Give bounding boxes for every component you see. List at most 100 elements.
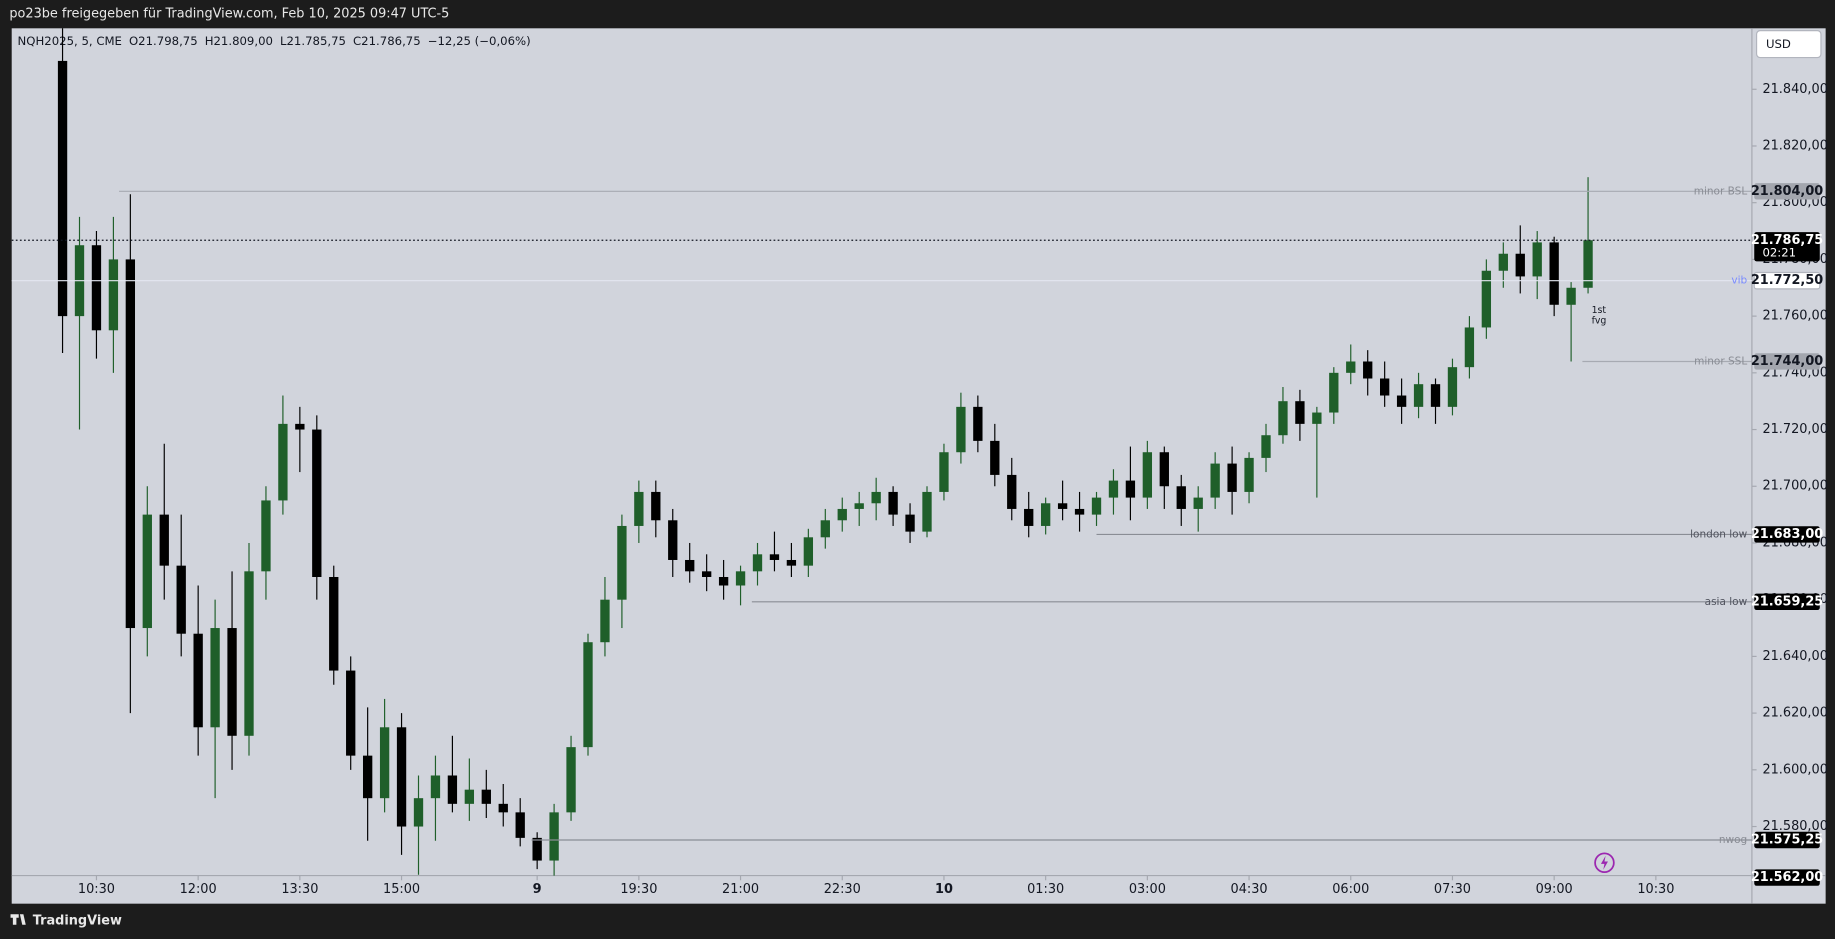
candle-body [396,727,407,827]
y-tick-label: 21.720,00 [1762,422,1827,437]
candle-body [278,423,288,501]
candle-body [1498,253,1508,271]
level-name: minor BSL [1694,185,1748,197]
candle-body [617,525,627,600]
candle-body [871,491,881,504]
candle-body [752,554,763,572]
candle-body [990,440,1000,475]
legend-item: −12,25 (−0,06%) [428,34,531,48]
candle-body [464,789,475,804]
level-name: asia low [1705,596,1748,608]
candle-body [1125,480,1136,498]
candle-body [159,514,169,566]
candle-body [481,789,491,804]
candle-body [261,500,271,572]
candle-body [91,245,102,331]
price-label-box [1754,526,1820,543]
candle-body [1108,480,1119,498]
header: po23be freigegeben für TradingView.com, … [9,7,449,22]
countdown: 02:21 [1762,246,1796,260]
candle-body [1261,435,1271,458]
candle-body [430,775,441,799]
candle-body [1295,401,1305,424]
candle-body [379,727,390,799]
candle-body [346,670,356,756]
candle-body [1447,367,1458,407]
price-label: 21.786,75 [1751,233,1823,248]
legend: NQH2025, 5, CME O21.798,75 H21.809,00 L21.7… [18,34,531,48]
candle-body [1024,508,1034,526]
legend-item: C21.786,75 [353,34,421,48]
candle-body [735,571,746,586]
candle-body [227,628,237,736]
annotation: 1st [1592,305,1607,316]
candle-body [176,565,186,634]
candle-body [1091,497,1102,515]
price-label: 21.683,00 [1751,527,1823,542]
price-label: 21.659,25 [1751,594,1823,609]
x-tick-label: 09:00 [1536,882,1573,897]
candle-body [973,406,983,441]
price-label-box [1754,593,1820,611]
candle-body [244,571,254,736]
candle-body [1142,452,1153,498]
x-tick-label: 9 [533,882,542,897]
candle-body [1007,474,1017,509]
legend-item: H21.809,00 [205,34,273,48]
candle-body [1346,361,1356,373]
candle-body [600,599,610,643]
candle-body [1379,378,1390,396]
price-label-box [1753,271,1821,290]
candle-body [769,554,780,560]
level-name: london low [1690,528,1747,540]
price-label-box [1754,232,1820,262]
candle-body [498,803,508,813]
level-name: minor SSL [1694,355,1747,367]
candle-body [1430,384,1441,407]
candle-body [329,576,339,671]
y-tick-label: 21.700,00 [1762,479,1827,494]
candle-body [108,259,119,331]
candle-body [210,628,220,728]
candle-body [718,576,729,586]
candle-body [1210,463,1220,498]
currency-button[interactable] [1756,30,1822,59]
candle-body [1413,384,1424,407]
candle-body [668,520,678,560]
candle-body [1481,270,1492,328]
candle-body [1312,412,1322,424]
x-tick-label: 06:00 [1332,882,1369,897]
price-label: 21.804,00 [1751,184,1823,199]
candle-body [1396,395,1407,407]
candle-body [651,491,661,521]
candle-body [854,503,864,509]
candle-body [820,520,830,538]
candle-body [1244,457,1254,492]
alert-icon-bolt [1600,855,1608,870]
y-tick-label: 21.760,00 [1762,309,1827,324]
candle-body [956,406,966,453]
x-tick-label: 04:30 [1231,882,1268,897]
y-tick-label: 21.840,00 [1762,82,1827,97]
annotation: fvg [1592,315,1607,326]
legend-item: NQH2025, 5, CME [18,34,122,48]
candle-body [362,755,373,799]
candle-body [1057,503,1068,509]
candle-body [1464,327,1475,368]
x-tick-label: 15:00 [383,882,420,897]
candle-body [1074,508,1085,515]
candle-body [1363,361,1373,379]
candle-body [413,798,424,827]
legend-item: O21.798,75 [129,34,198,48]
candle-body [447,775,458,804]
currency: USD [1766,37,1791,51]
candle-body [515,812,525,838]
alert-icon[interactable] [1594,852,1615,873]
candle-body [701,571,712,577]
candle-body [142,514,152,629]
candle-body [295,423,305,430]
x-tick-label: 07:30 [1434,882,1471,897]
candle-body [922,491,932,532]
